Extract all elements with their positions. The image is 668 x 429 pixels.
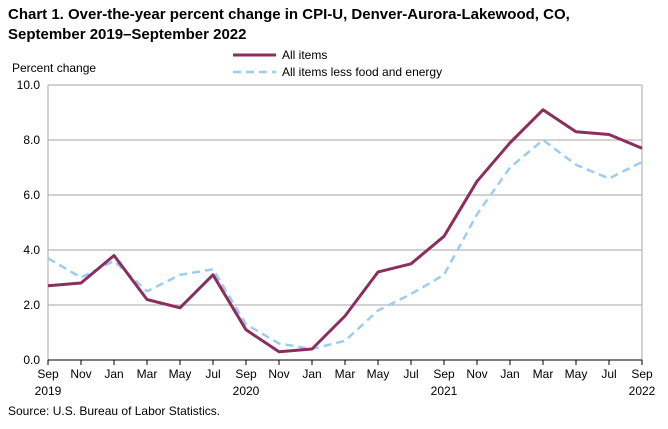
x-tick-label-month: May	[565, 367, 588, 381]
chart-title-line1: Chart 1. Over-the-year percent change in…	[8, 6, 570, 23]
x-tick-label-year: 2020	[233, 384, 260, 398]
chart-title-line2: September 2019–September 2022	[8, 26, 247, 43]
y-tick-label: 2.0	[23, 298, 40, 312]
source-note: Source: U.S. Bureau of Labor Statistics.	[8, 404, 221, 418]
x-tick-label-month: May	[367, 367, 390, 381]
series-lines	[47, 108, 643, 354]
x-tick-label-month: Sep	[631, 367, 653, 381]
x-tick-label-month: Mar	[137, 367, 158, 381]
y-tick-label: 10.0	[17, 78, 41, 92]
y-axis-label: Percent change	[12, 61, 96, 75]
y-tick-label: 6.0	[23, 188, 40, 202]
x-tick-label-year: 2022	[629, 384, 656, 398]
y-axis-ticks: 0.0 2.0 4.0 6.0 8.0 10.0	[17, 78, 41, 367]
y-tick-label: 8.0	[23, 133, 40, 147]
chart-title: Chart 1. Over-the-year percent change in…	[8, 5, 658, 45]
x-tick-label-month: Jan	[500, 367, 519, 381]
x-tick-label-month: Mar	[533, 367, 554, 381]
legend-label: All items less food and energy	[282, 65, 442, 79]
x-tick-label-month: Jul	[205, 367, 220, 381]
y-tick-label: 0.0	[23, 353, 40, 367]
x-tick-label-month: Nov	[466, 367, 487, 381]
y-tick-label: 4.0	[23, 243, 40, 257]
gridlines	[47, 84, 643, 361]
x-tick-label-year: 2019	[35, 384, 62, 398]
x-tick-label-month: Jul	[601, 367, 616, 381]
legend: All items All items less food and energy	[233, 48, 442, 79]
legend-label: All items	[282, 48, 327, 62]
x-tick-label-month: Jan	[302, 367, 321, 381]
x-tick-label-month: Sep	[37, 367, 59, 381]
x-tick-label-month: Mar	[335, 367, 356, 381]
x-tick-label-month: Jul	[403, 367, 418, 381]
x-tick-label-month: Sep	[433, 367, 455, 381]
x-tick-label-month: Jan	[104, 367, 123, 381]
x-tick-label-month: Nov	[70, 367, 91, 381]
x-axis-ticks: Sep 2019 Nov Jan Mar May Jul Sep 2020 Nov Jan Mar Ma…	[35, 360, 656, 398]
series-line-all-items	[47, 108, 643, 354]
x-tick-label-month: Sep	[235, 367, 257, 381]
x-tick-label-month: May	[169, 367, 192, 381]
x-tick-label-month: Nov	[268, 367, 289, 381]
x-tick-label-year: 2021	[431, 384, 458, 398]
series-line-core	[47, 138, 643, 351]
